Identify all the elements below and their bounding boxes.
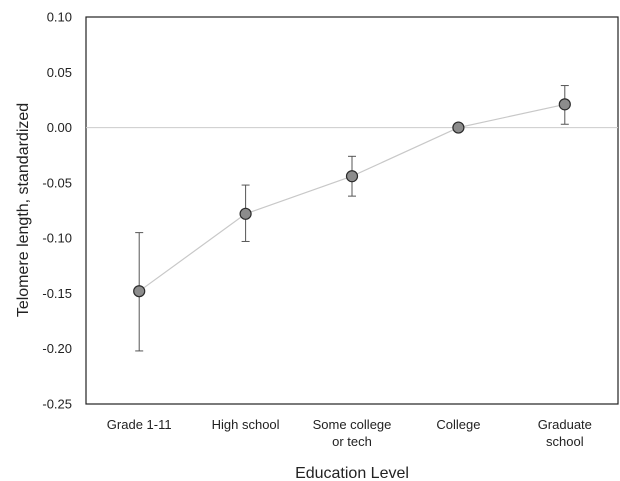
data-point [558, 98, 571, 111]
x-tick-label: Grade 1-11 [107, 417, 172, 432]
data-point [133, 285, 146, 298]
x-tick-label: College [436, 417, 480, 432]
data-point [345, 170, 359, 183]
y-tick-label: -0.05 [42, 175, 72, 190]
x-axis-title: Education Level [295, 465, 409, 481]
y-tick-label: 0.10 [47, 10, 72, 25]
data-point [452, 121, 465, 134]
y-axis-title: Telomere length, standardized [15, 103, 32, 317]
x-tick-label: Graduate school [538, 417, 592, 449]
data-point [239, 207, 252, 220]
y-tick-label: 0.00 [47, 120, 72, 135]
series-line [138, 103, 565, 292]
y-tick-label: -0.10 [42, 231, 72, 246]
plot-frame [85, 16, 619, 405]
y-tick-label: -0.25 [42, 397, 72, 412]
y-tick-label: 0.05 [47, 65, 72, 80]
y-tick-label: -0.20 [42, 341, 72, 356]
x-tick-label: Some college or tech [313, 417, 392, 449]
y-tick-label: -0.15 [42, 286, 72, 301]
x-tick-label: High school [212, 417, 280, 432]
